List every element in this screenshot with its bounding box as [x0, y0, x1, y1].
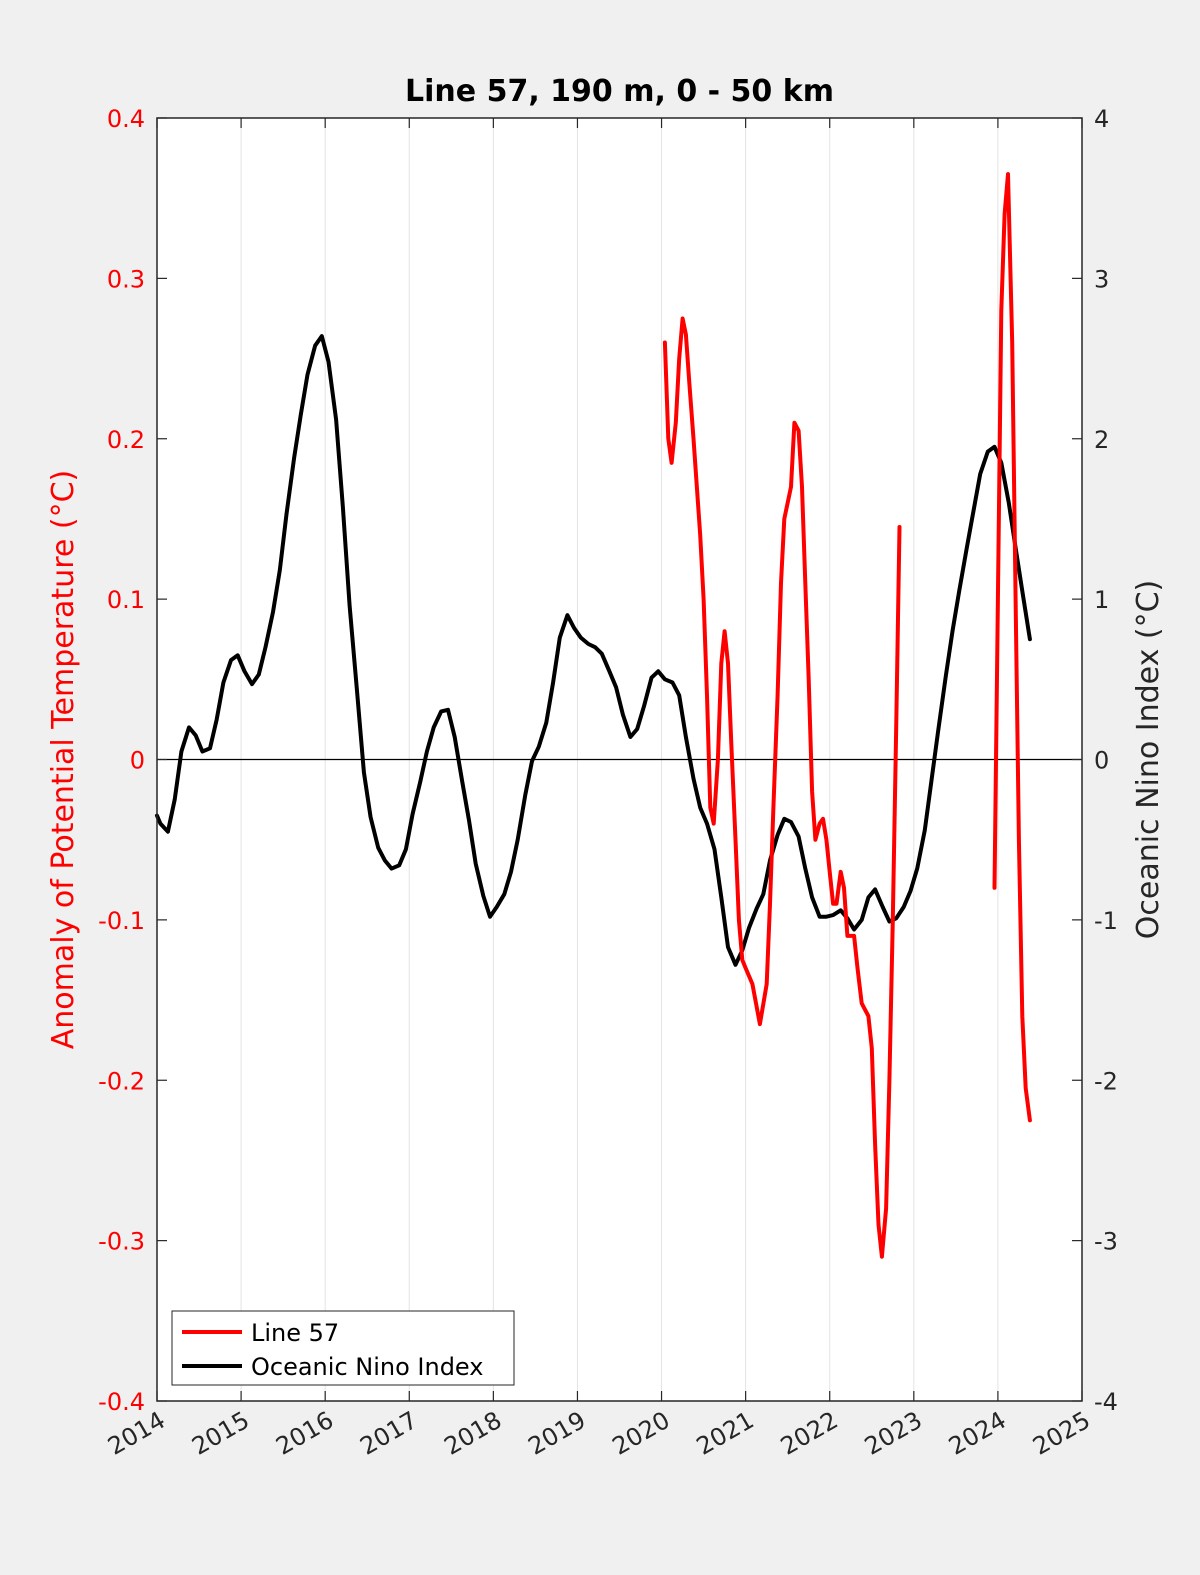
right-y-tick-label: 0	[1094, 747, 1109, 775]
left-y-tick-label: 0.1	[107, 586, 145, 614]
chart-title: Line 57, 190 m, 0 - 50 km	[405, 74, 834, 109]
left-y-tick-label: 0.3	[107, 265, 145, 293]
right-y-tick-label: 4	[1094, 105, 1109, 133]
series-group	[155, 172, 1032, 1259]
x-tick-label: 2020	[608, 1406, 675, 1461]
right-y-tick-label: -4	[1094, 1388, 1118, 1416]
left-y-tick-label: -0.3	[98, 1228, 145, 1256]
legend-box	[171, 1310, 515, 1386]
x-tick-label: 2015	[187, 1406, 254, 1461]
left-y-tick-label: 0.4	[107, 105, 145, 133]
x-tick-label: 2017	[355, 1406, 422, 1461]
right-y-tick-label: -1	[1094, 907, 1118, 935]
x-tick-label: 2024	[944, 1406, 1011, 1461]
left-y-tick-label: -0.1	[98, 907, 145, 935]
x-tick-label: 2021	[692, 1406, 759, 1461]
left-y-axis-label: Anomaly of Potential Temperature (°C)	[46, 470, 81, 1049]
right-y-tick-label: 3	[1094, 265, 1109, 293]
right-y-axis-label: Oceanic Nino Index (°C)	[1131, 580, 1166, 940]
legend: Line 57 Oceanic Nino Index	[171, 1310, 515, 1386]
left-y-tick-label: 0	[130, 747, 145, 775]
right-y-tick-label: -3	[1094, 1228, 1118, 1256]
legend-label-oni: Oceanic Nino Index	[251, 1353, 483, 1381]
x-tick-label: 2022	[776, 1406, 843, 1461]
x-tick-label: 2023	[860, 1406, 927, 1461]
right-y-tick-label: 1	[1094, 586, 1109, 614]
x-tick-label: 2025	[1028, 1406, 1095, 1461]
x-tick-label: 2018	[439, 1406, 506, 1461]
left-y-tick-label: -0.2	[98, 1067, 145, 1095]
left-y-tick-label: -0.4	[98, 1388, 145, 1416]
right-y-tick-label: 2	[1094, 426, 1109, 454]
series-line-oceanic-nino-index-segment-0	[155, 334, 1032, 967]
left-y-tick-label: 0.2	[107, 426, 145, 454]
right-y-tick-label: -2	[1094, 1067, 1118, 1095]
series-line-line-57-segment-1	[992, 172, 1032, 1123]
series-line-line-57-segment-0	[662, 316, 902, 1259]
legend-label-line-57: Line 57	[251, 1319, 339, 1347]
x-tick-label: 2019	[524, 1406, 591, 1461]
x-tick-label: 2016	[271, 1406, 338, 1461]
